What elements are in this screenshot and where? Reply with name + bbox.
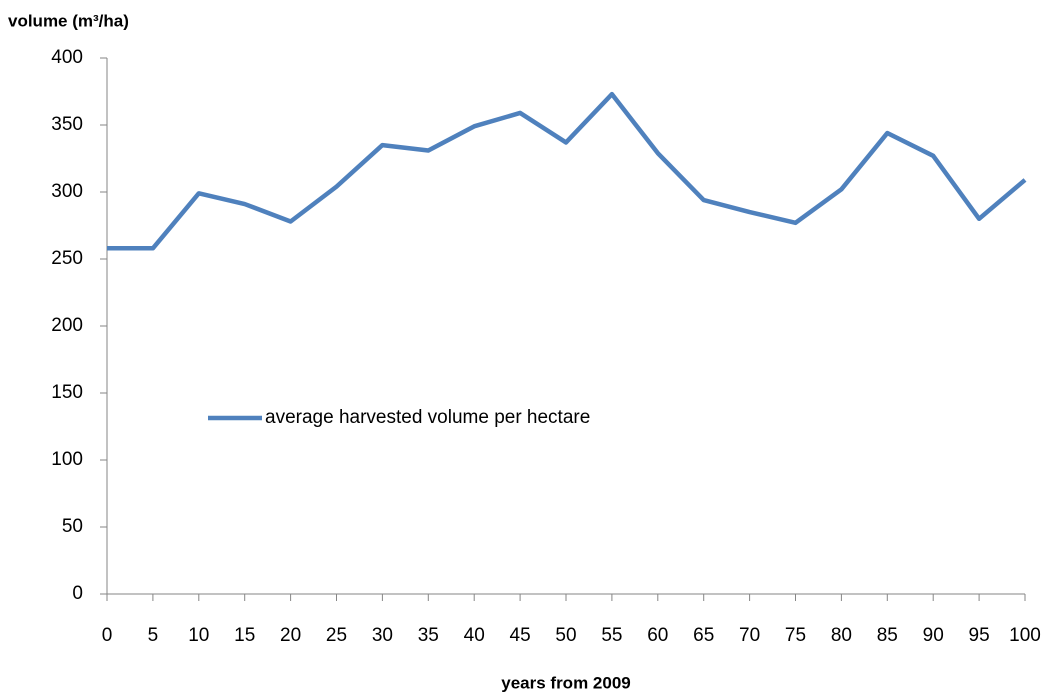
x-tick-label: 25: [326, 625, 347, 646]
y-tick-label: 100: [51, 449, 83, 470]
x-tick-label: 85: [877, 625, 898, 646]
y-tick-label: 250: [51, 248, 83, 269]
x-tick-label: 0: [102, 625, 113, 646]
y-axis-label: volume (m³/ha): [8, 11, 129, 30]
x-tick-label: 35: [418, 625, 439, 646]
x-tick-label: 80: [831, 625, 852, 646]
y-tick-label: 50: [62, 516, 83, 537]
y-tick-label: 400: [51, 47, 83, 68]
y-tick-label: 0: [72, 583, 83, 604]
y-tick-label: 300: [51, 181, 83, 202]
x-tick-label: 5: [148, 625, 159, 646]
x-tick-label: 75: [785, 625, 806, 646]
y-tick-label: 200: [51, 315, 83, 336]
x-tick-label: 100: [1009, 625, 1041, 646]
x-tick-label: 65: [693, 625, 714, 646]
x-axis-label: years from 2009: [501, 673, 630, 692]
x-tick-label: 40: [464, 625, 485, 646]
data-line: [107, 91, 1027, 251]
x-tick-label: 95: [969, 625, 990, 646]
legend-label: average harvested volume per hectare: [265, 407, 590, 428]
x-tick-label: 55: [601, 625, 622, 646]
x-tick-label: 20: [280, 625, 301, 646]
x-tick-label: 50: [555, 625, 576, 646]
x-tick-label: 70: [739, 625, 760, 646]
x-tick-label: 15: [234, 625, 255, 646]
x-tick-label: 90: [923, 625, 944, 646]
y-tick-label: 150: [51, 382, 83, 403]
x-tick-label: 10: [188, 625, 209, 646]
x-tick-label: 45: [510, 625, 531, 646]
x-tick-label: 60: [647, 625, 668, 646]
x-tick-label: 30: [372, 625, 393, 646]
y-tick-label: 350: [51, 114, 83, 135]
